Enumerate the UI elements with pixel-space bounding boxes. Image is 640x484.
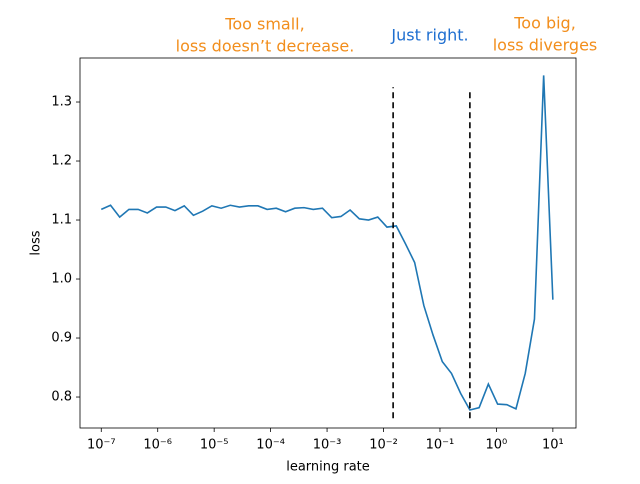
x-tick-label: 10⁻⁷: [87, 438, 116, 453]
x-tick-label: 10⁻³: [313, 438, 342, 453]
plot-frame: [79, 57, 577, 429]
y-tick-label: 1.0: [51, 272, 72, 287]
y-axis-label: loss: [29, 230, 44, 255]
x-axis-label: learning rate: [286, 460, 370, 475]
y-tick-label: 1.2: [51, 154, 72, 169]
y-tick-label: 0.8: [51, 390, 72, 405]
x-tick-label: 10⁻⁴: [256, 438, 285, 453]
annotation: Too big,: [513, 14, 576, 33]
x-tick-label: 10⁰: [486, 438, 508, 453]
annotation: loss doesn’t decrease.: [176, 37, 355, 56]
annotation: Just right.: [390, 26, 468, 45]
y-tick-label: 0.9: [51, 331, 72, 346]
x-tick-label: 10⁻¹: [426, 438, 455, 453]
y-tick-label: 1.1: [51, 213, 72, 228]
x-tick-label: 10⁻⁵: [200, 438, 229, 453]
x-tick-label: 10¹: [542, 438, 564, 453]
annotation: loss diverges: [493, 36, 598, 55]
x-tick-label: 10⁻²: [369, 438, 398, 453]
x-tick-label: 10⁻⁶: [143, 438, 172, 453]
y-tick-label: 1.3: [51, 95, 72, 110]
loss-line: [100, 75, 554, 411]
annotation: Too small,: [224, 15, 304, 34]
